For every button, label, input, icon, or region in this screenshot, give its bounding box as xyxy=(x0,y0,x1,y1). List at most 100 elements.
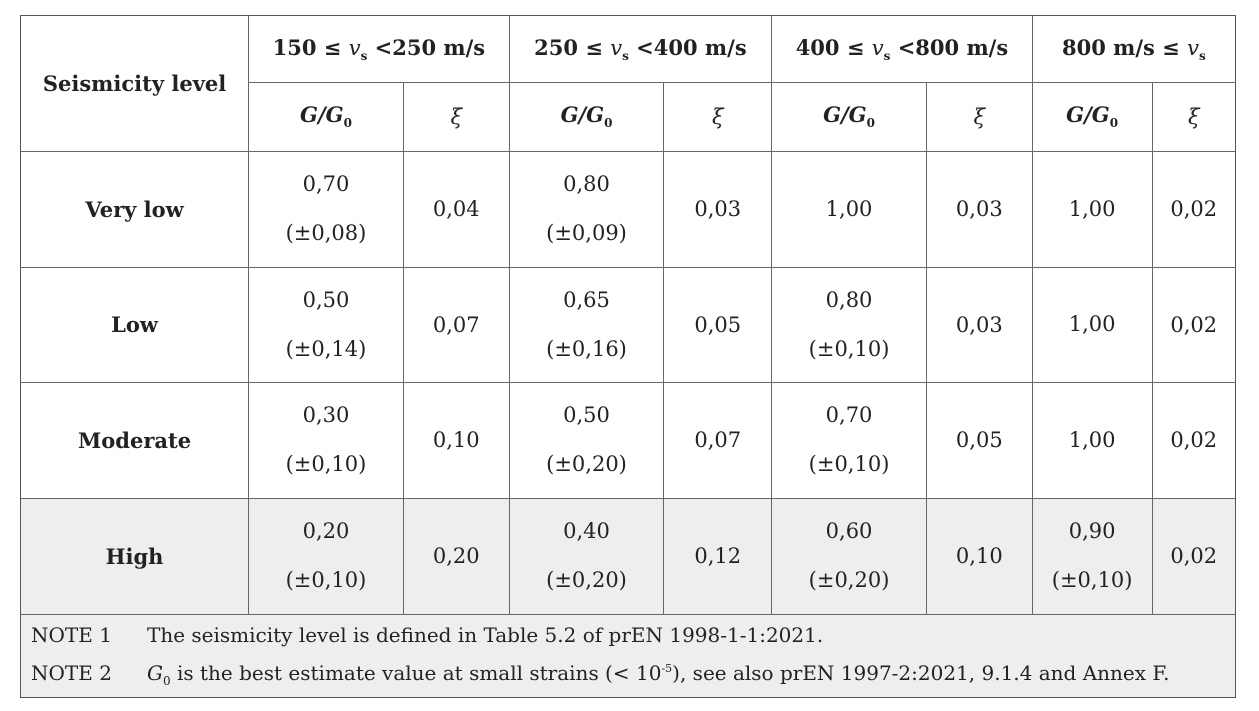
g-ratio-cell: 0,65 (±0,16) xyxy=(508,266,665,383)
g-ratio-cell: 0,80 (±0,10) xyxy=(771,266,927,383)
header-damping-xi: ξ xyxy=(1151,81,1235,152)
g-ratio-cell: 1,00 xyxy=(1031,381,1153,499)
damping-cell: 0,03 xyxy=(663,150,773,268)
g-ratio-uncertainty: (±0,16) xyxy=(546,336,627,361)
header-seismicity-level: Seismicity level xyxy=(21,16,250,152)
g-ratio-uncertainty: (±0,10) xyxy=(808,452,890,476)
table-row: Low 0,50 (±0,14) 0,07 0,65 (±0,16) 0,05 0,80 (±0… xyxy=(21,266,1235,383)
band-vs-symbol: v xyxy=(348,35,361,60)
g-ratio-cell: 0,20 (±0,10) xyxy=(248,497,404,615)
damping-cell: 0,10 xyxy=(402,381,510,499)
band-prefix: 800 m/s ≤ xyxy=(1061,34,1188,60)
g-ratio-uncertainty: (±0,09) xyxy=(546,221,627,245)
band-suffix: <400 m/s xyxy=(628,34,747,60)
damping-cell: 0,04 xyxy=(402,150,510,268)
notes-section: NOTE 1 The seismicity level is defined in… xyxy=(21,614,1235,697)
band-vs-symbol: v xyxy=(610,35,623,60)
header-band: 400 ≤ vs <800 m/s xyxy=(771,16,1033,83)
g-ratio-value: 0,70 xyxy=(302,172,350,196)
header-damping-xi: ξ xyxy=(402,81,510,152)
g-ratio-label: G/G xyxy=(300,102,344,128)
g-ratio-value: 0,80 xyxy=(563,172,610,196)
g-ratio-value: 0,50 xyxy=(302,287,350,312)
header-g-ratio: G/G0 xyxy=(248,81,404,152)
g-ratio-cell: 0,70 (±0,10) xyxy=(771,381,927,499)
g-ratio-value: 1,00 xyxy=(825,196,873,221)
g-ratio-subscript: 0 xyxy=(604,116,613,131)
damping-cell: 0,03 xyxy=(925,150,1033,268)
seismicity-level-cell: Low xyxy=(21,266,250,383)
band-vs-subscript: s xyxy=(1198,48,1206,63)
g-ratio-value: 0,65 xyxy=(563,287,610,312)
g-ratio-label: G/G xyxy=(823,102,867,128)
g-ratio-uncertainty: (±0,10) xyxy=(285,568,367,592)
damping-cell: 0,20 xyxy=(402,497,510,615)
header-band: 800 m/s ≤ vs xyxy=(1031,16,1235,83)
g-ratio-value: 0,50 xyxy=(563,403,610,427)
g-ratio-uncertainty: (±0,20) xyxy=(546,568,627,592)
note-2-text-a: is the best estimate value at small stra… xyxy=(170,661,662,685)
shear-modulus-damping-table: Seismicity level 150 ≤ vs <250 m/s 250 ≤… xyxy=(20,15,1236,698)
damping-cell: 0,05 xyxy=(663,266,773,383)
band-prefix: 150 ≤ xyxy=(272,34,349,60)
note-1: NOTE 1 The seismicity level is defined in… xyxy=(31,623,823,647)
header-damping-xi: ξ xyxy=(663,81,773,152)
g-ratio-subscript: 0 xyxy=(866,116,875,131)
damping-cell: 0,02 xyxy=(1151,381,1235,499)
header-band: 150 ≤ vs <250 m/s xyxy=(248,16,510,83)
note-2: NOTE 2 G0 is the best estimate value at s… xyxy=(31,661,1170,688)
damping-cell: 0,02 xyxy=(1151,266,1235,383)
g-ratio-cell: 1,00 xyxy=(771,150,927,268)
g-ratio-cell: 1,00 xyxy=(1031,266,1153,383)
g-ratio-cell: 0,80 (±0,09) xyxy=(508,150,665,268)
g-ratio-cell: 1,00 xyxy=(1031,150,1153,268)
g-ratio-uncertainty: (±0,10) xyxy=(285,452,367,476)
note-2-text-b: ), see also prEN 1997-2:2021, 9.1.4 and … xyxy=(672,661,1170,685)
g-ratio-cell: 0,40 (±0,20) xyxy=(508,497,665,615)
damping-cell: 0,05 xyxy=(925,381,1033,499)
data-grid: Seismicity level 150 ≤ vs <250 m/s 250 ≤… xyxy=(21,16,1235,615)
g-ratio-value: 1,00 xyxy=(1068,427,1116,452)
band-vs-subscript: s xyxy=(622,48,629,63)
header-band: 250 ≤ vs <400 m/s xyxy=(508,16,773,83)
table-row: Moderate 0,30 (±0,10) 0,10 0,50 (±0,20) 0,07 0,… xyxy=(21,381,1235,499)
damping-cell: 0,02 xyxy=(1151,150,1235,268)
damping-cell: 0,03 xyxy=(925,266,1033,383)
header-g-ratio: G/G0 xyxy=(771,81,927,152)
damping-cell: 0,10 xyxy=(925,497,1033,615)
g-ratio-label: G/G xyxy=(560,102,605,128)
band-vs-subscript: s xyxy=(360,48,368,63)
g-ratio-value: 0,30 xyxy=(302,403,350,427)
seismicity-level-cell: Moderate xyxy=(21,381,250,499)
note-1-text: The seismicity level is defined in Table… xyxy=(147,623,824,647)
g-ratio-value: 0,90 xyxy=(1068,519,1116,543)
g-ratio-uncertainty: (±0,20) xyxy=(546,452,627,476)
damping-cell: 0,12 xyxy=(663,497,773,615)
damping-cell: 0,07 xyxy=(663,381,773,499)
seismicity-level-cell: High xyxy=(21,497,250,615)
g-ratio-value: 0,20 xyxy=(302,519,350,543)
band-prefix: 400 ≤ xyxy=(795,34,872,60)
band-vs-subscript: s xyxy=(883,48,891,63)
damping-cell: 0,02 xyxy=(1151,497,1235,615)
band-prefix: 250 ≤ xyxy=(534,34,611,60)
note-2-g-subscript: 0 xyxy=(162,674,171,688)
header-row-bands: Seismicity level 150 ≤ vs <250 m/s 250 ≤… xyxy=(21,16,1235,152)
table-row: High 0,20 (±0,10) 0,20 0,40 (±0,20) 0,12 0,60 (±… xyxy=(21,497,1235,615)
table-row: Very low 0,70 (±0,08) 0,04 0,80 (±0,09) 0,03 1,… xyxy=(21,150,1235,268)
band-vs-symbol: v xyxy=(1187,35,1199,60)
g-ratio-uncertainty: (±0,14) xyxy=(285,336,367,361)
header-g-ratio: G/G0 xyxy=(1031,81,1153,152)
note-2-g-symbol: G xyxy=(147,661,163,685)
g-ratio-cell: 0,90 (±0,10) xyxy=(1031,497,1153,615)
g-ratio-uncertainty: (±0,20) xyxy=(808,568,890,592)
damping-cell: 0,07 xyxy=(402,266,510,383)
g-ratio-subscript: 0 xyxy=(1109,116,1119,131)
seismicity-level-cell: Very low xyxy=(21,150,250,268)
g-ratio-value: 1,00 xyxy=(1068,312,1116,336)
band-vs-symbol: v xyxy=(871,35,884,60)
g-ratio-cell: 0,30 (±0,10) xyxy=(248,381,404,499)
band-suffix: <800 m/s xyxy=(890,34,1009,60)
g-ratio-label: G/G xyxy=(1066,102,1110,128)
